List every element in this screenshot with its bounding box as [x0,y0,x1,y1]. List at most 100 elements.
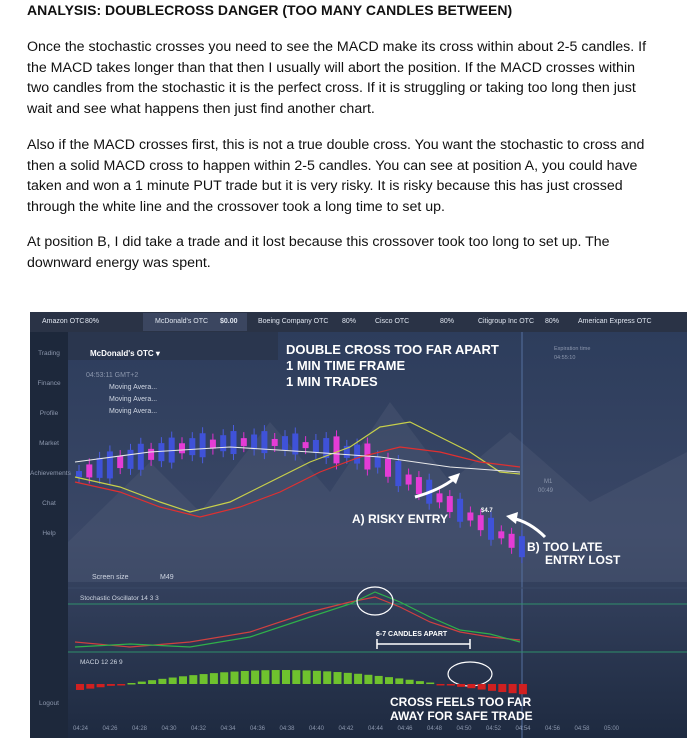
time-label: 04:30 [161,726,177,732]
macd-bar [179,676,187,684]
arrow-head [506,512,518,524]
macd-bar [148,680,157,684]
screenshot: Amazon OTC 80% McDonald's OTC $0.00 Boeing C… [30,312,687,738]
highlight-circle [356,586,394,616]
candle [117,456,124,469]
candle [261,431,268,454]
macd-bar [333,672,342,684]
macd-bar [518,684,527,695]
macd-bar [76,684,84,690]
expiration-time: 04:55:10 [554,355,576,361]
macd-bar [240,670,249,684]
time-label: 04:32 [191,726,207,732]
mountains [68,402,687,582]
asset-name[interactable]: McDonald's OTC ▾ [90,349,160,358]
arrow-head [448,473,460,484]
candle [436,493,443,503]
sidebar-item[interactable]: Finance [37,380,61,387]
candle [199,433,206,458]
stoch-label: Stochastic Oscillator 14 3 3 [80,595,159,602]
title: ANALYSIS: DOUBLECROSS DANGER (TOO MANY C… [27,2,513,18]
annotation: A) RISKY ENTRY [352,512,449,526]
sidebar-item[interactable]: Help [42,530,56,537]
candle [518,536,525,558]
time-label: 04:36 [250,726,266,732]
macd-bar [127,682,136,685]
sidebar-item[interactable]: Profile [39,410,59,417]
timeframe: M49 [160,574,174,581]
macd-bar [364,674,373,684]
macd-bar [209,673,218,684]
candle [282,436,288,451]
macd-bar [508,684,517,694]
candle [333,436,340,464]
candle [96,457,103,478]
macd-bar [137,681,146,684]
macd-bar [96,684,105,688]
candle [76,471,82,478]
time-label: 04:56 [545,726,561,732]
macd-bar [457,684,466,687]
candle [457,498,464,522]
macd-bar [168,677,177,684]
moving-average [74,446,521,473]
time-label: 04:40 [309,726,325,732]
macd-bar [498,684,507,693]
sidebar-item[interactable]: Chat [42,500,56,507]
indicator: Moving Avera... [109,384,158,391]
candle [251,434,258,450]
annotation: CROSS FEELS TOO FAR [390,695,532,709]
macd-bar [220,672,229,684]
price-tag: $4.7 [481,508,493,514]
paragraph: Once the stochastic crosses you need to … [27,39,647,117]
expiration-label: Expiration time [554,346,591,352]
active-tab [143,313,247,331]
annotation: 1 MIN TIME FRAME [286,358,406,373]
sidebar-item[interactable]: Achievements [30,470,71,477]
tab-name: Boeing Company OTC [258,318,329,325]
sidebar-item[interactable]: Logout [39,700,59,707]
tab-info: 80% [440,318,455,325]
macd-bar [374,675,383,684]
sidebar-item[interactable]: Market [39,440,59,447]
stoch-line [74,591,521,648]
macd-histogram [76,670,527,695]
candle [323,438,330,459]
macd-bar [385,677,393,684]
candle [271,438,278,446]
candle [446,496,453,513]
stoch-line [74,596,521,648]
candle [220,435,227,452]
sidebar [30,332,68,738]
time-label: 04:52 [486,726,502,732]
candle [385,458,391,477]
macd-bar [106,684,115,686]
tab-name: Citigroup Inc OTC [478,318,535,325]
time-label: 04:38 [279,726,295,732]
macd-bar [415,681,424,684]
candle [395,461,402,487]
time-label: 04:42 [338,726,354,732]
macd-bar [405,679,414,684]
tab-info: 80% [545,318,560,325]
time-label: 04:44 [368,726,384,732]
time-label: 05:00 [604,726,620,732]
candle [415,477,422,495]
time-label: 04:54 [515,726,531,732]
time-label: 04:46 [397,726,413,732]
macd-bar [323,671,332,684]
paragraph: Also if the MACD crosses first, this is … [27,137,645,215]
macd-bar [354,673,363,684]
candle [354,444,361,464]
tab-name: Amazon OTC [42,318,85,325]
macd-bar [395,678,404,684]
macd-bar [477,684,486,690]
macd-bar [230,671,239,684]
sidebar-item[interactable]: Trading [38,350,60,357]
macd-bar [343,672,352,684]
tab-name: McDonald's OTC [155,318,209,325]
candle [343,445,350,458]
annotation: 6-7 CANDLES APART [376,631,448,638]
macd-label: MACD 12 26 9 [80,659,123,666]
